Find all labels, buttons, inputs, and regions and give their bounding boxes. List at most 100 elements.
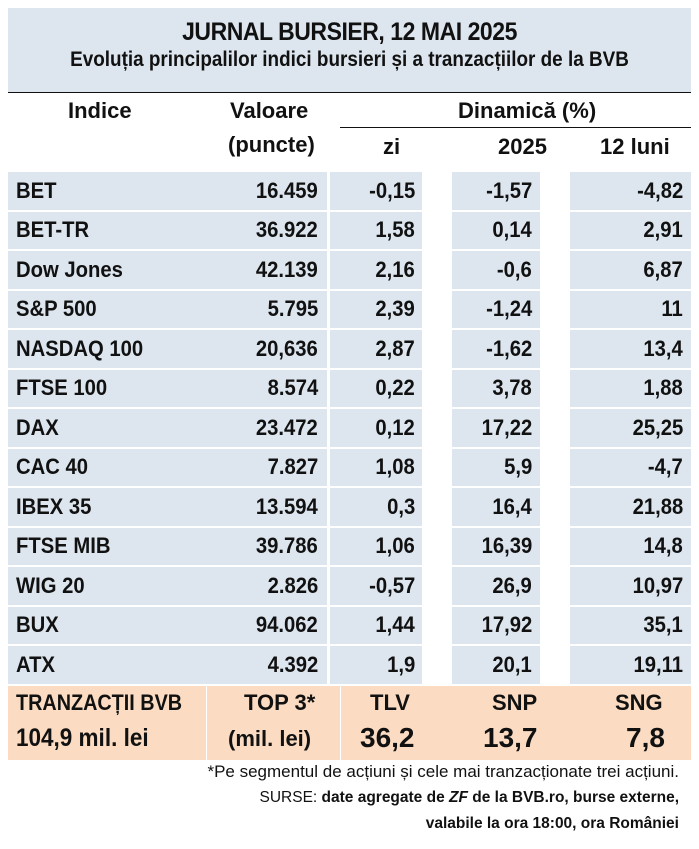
header-value: Valoare — [230, 98, 309, 123]
index-value: 4.392 — [267, 651, 318, 677]
index-name: IBEX 35 — [16, 493, 92, 519]
sources-text1: date agregate de — [321, 789, 450, 806]
index-value: 16.459 — [256, 177, 318, 203]
change-12m: 6,87 — [643, 256, 683, 282]
change-12m: 14,8 — [643, 533, 683, 559]
index-name: Dow Jones — [16, 256, 123, 282]
change-day: 0,3 — [386, 493, 415, 519]
page-subtitle: Evoluția principalilor indici bursieri ș… — [70, 48, 629, 71]
table-row: FTSE MIB 39.786 1,06 16,39 14,8 — [8, 527, 691, 567]
index-name: S&P 500 — [16, 296, 97, 322]
sources-prefix: SURSE: — [259, 789, 322, 806]
bvb-label: TRANZACȚII BVB — [16, 689, 183, 715]
header-divider — [340, 127, 691, 128]
header-dynamics: Dinamică (%) — [458, 98, 597, 123]
top3-unit: (mil. lei) — [228, 725, 312, 751]
indices-table: BET 16.459 -0,15 -1,57 -4,82 BET-TR 36.922 1,58… — [8, 172, 691, 684]
sources-text2: de la BVB.ro, burse externe, — [467, 789, 679, 806]
table-row: FTSE 100 8.574 0,22 3,78 1,88 — [8, 369, 691, 409]
footnote: *Pe segmentul de acțiuni și cele mai tra… — [207, 762, 679, 781]
header-12-months: 12 luni — [600, 134, 670, 159]
table-row: NASDAQ 100 20,636 2,87 -1,62 13,4 — [8, 330, 691, 370]
sources-line2: valabile la ora 18:00, ora României — [425, 815, 679, 832]
table-row: BUX 94.062 1,44 17,92 35,1 — [8, 606, 691, 646]
change-ytd: 26,9 — [492, 572, 532, 598]
stock-symbol: SNP — [492, 689, 538, 715]
change-12m: 11 — [661, 296, 683, 322]
table-row: S&P 500 5.795 2,39 -1,24 11 — [8, 290, 691, 330]
change-12m: 19,11 — [633, 651, 683, 677]
change-12m: -4,7 — [648, 454, 683, 480]
index-name: WIG 20 — [16, 572, 85, 598]
change-ytd: -1,57 — [485, 177, 532, 203]
table-header: Indice Valoare (puncte) Dinamică (%) zi … — [8, 92, 691, 172]
stock-symbol: SNG — [615, 689, 663, 715]
index-value: 23.472 — [256, 414, 318, 440]
table-row: BET-TR 36.922 1,58 0,14 2,91 — [8, 211, 691, 251]
stock-value: 13,7 — [483, 721, 538, 753]
change-12m: 2,91 — [643, 217, 683, 243]
change-ytd: 3,78 — [492, 375, 532, 401]
index-name: FTSE MIB — [16, 533, 111, 559]
index-name: BET-TR — [16, 217, 90, 243]
header-index: Indice — [68, 98, 132, 123]
change-day: 2,87 — [375, 335, 415, 361]
change-day: 0,12 — [375, 414, 415, 440]
stock-value: 7,8 — [626, 721, 665, 753]
header-day: zi — [383, 134, 401, 159]
change-day: -0,57 — [368, 572, 415, 598]
index-name: BET — [16, 177, 57, 203]
change-day: 2,39 — [375, 296, 415, 322]
change-ytd: 17,22 — [481, 414, 532, 440]
index-name: ATX — [16, 651, 56, 677]
header-top-rule — [8, 92, 691, 93]
table-row: DAX 23.472 0,12 17,22 25,25 — [8, 409, 691, 449]
table-row: IBEX 35 13.594 0,3 16,4 21,88 — [8, 488, 691, 528]
bvb-separator — [206, 685, 207, 760]
stock-value: 36,2 — [360, 721, 415, 753]
index-value: 94.062 — [256, 612, 318, 638]
index-value: 36.922 — [256, 217, 318, 243]
change-day: 0,22 — [375, 375, 415, 401]
index-value: 2.826 — [267, 572, 318, 598]
change-day: 1,58 — [375, 217, 415, 243]
sources-zf: ZF — [449, 789, 468, 806]
top3-label: TOP 3* — [244, 689, 316, 715]
change-day: 1,9 — [386, 651, 415, 677]
index-name: NASDAQ 100 — [16, 335, 144, 361]
stock-symbol: TLV — [370, 689, 410, 715]
change-day: 1,44 — [375, 612, 415, 638]
table-row: CAC 40 7.827 1,08 5,9 -4,7 — [8, 448, 691, 488]
change-day: -0,15 — [368, 177, 415, 203]
change-ytd: 20,1 — [492, 651, 532, 677]
change-12m: 10,97 — [632, 572, 683, 598]
bvb-total: 104,9 mil. lei — [16, 723, 149, 752]
change-ytd: 17,92 — [481, 612, 532, 638]
index-value: 8.574 — [267, 375, 318, 401]
title-box: JURNAL BURSIER, 12 MAI 2025 Evoluția pri… — [8, 8, 691, 92]
change-day: 1,08 — [375, 454, 415, 480]
change-day: 2,16 — [375, 256, 415, 282]
header-ytd: 2025 — [498, 134, 547, 159]
index-name: FTSE 100 — [16, 375, 108, 401]
table-row: WIG 20 2.826 -0,57 26,9 10,97 — [8, 567, 691, 607]
index-value: 13.594 — [256, 493, 318, 519]
change-ytd: 0,14 — [492, 217, 532, 243]
table-row: ATX 4.392 1,9 20,1 19,11 — [8, 646, 691, 684]
change-ytd: -1,62 — [485, 335, 532, 361]
bursier-table-panel: JURNAL BURSIER, 12 MAI 2025 Evoluția pri… — [8, 8, 691, 760]
index-value: 7.827 — [267, 454, 318, 480]
index-value: 42.139 — [256, 256, 318, 282]
change-12m: 21,88 — [632, 493, 683, 519]
header-value-unit: (puncte) — [228, 132, 315, 157]
table-row: Dow Jones 42.139 2,16 -0,6 6,87 — [8, 251, 691, 291]
change-12m: 35,1 — [643, 612, 683, 638]
change-ytd: -1,24 — [485, 296, 532, 322]
change-ytd: -0,6 — [497, 256, 532, 282]
index-value: 5.795 — [267, 296, 318, 322]
change-12m: 25,25 — [632, 414, 683, 440]
bvb-separator — [340, 685, 341, 760]
change-12m: -4,82 — [636, 177, 683, 203]
change-12m: 13,4 — [643, 335, 683, 361]
change-day: 1,06 — [375, 533, 415, 559]
